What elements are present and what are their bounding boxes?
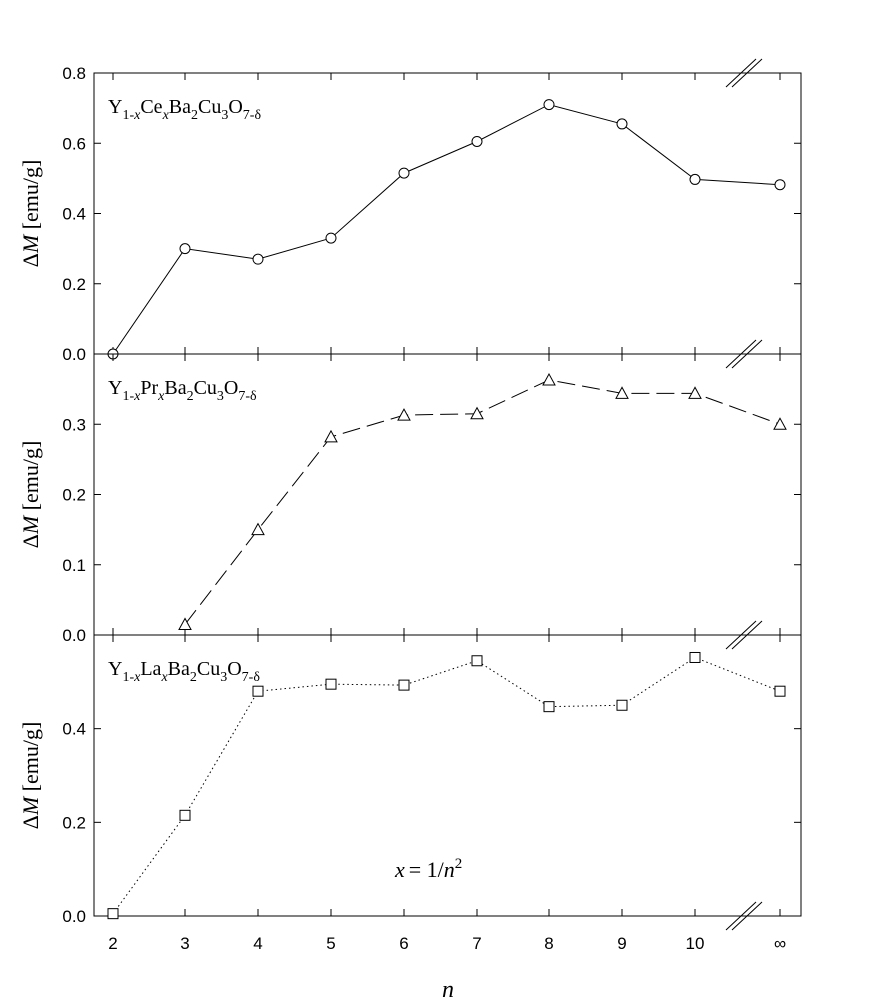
series-line (112, 104, 781, 355)
x-tick-label: 7 (472, 934, 481, 953)
y-tick-label: 0.6 (62, 134, 86, 153)
x-tick-label: 10 (686, 934, 705, 953)
axis-break-mark (731, 339, 763, 369)
plot-layer: 0.0 0.2 0.4 0.6 0.8 ΔM [emu/g] Y1-xCexBa2Cu3O7… (18, 58, 802, 953)
data-point-square (616, 699, 628, 711)
data-point-square (774, 685, 786, 697)
data-point-square (689, 651, 701, 663)
x-tick-label: 4 (253, 934, 262, 953)
data-point-square (398, 679, 410, 691)
y-tick-label: 0.2 (62, 813, 86, 832)
data-point-circle (398, 167, 410, 179)
data-point-triangle (324, 429, 338, 443)
y-axis-label: ΔM [emu/g] (18, 441, 43, 549)
x-tick-label: 5 (326, 934, 335, 953)
data-point-square (179, 809, 191, 821)
axis-break-mark (725, 901, 757, 931)
y-tick-label: 0.4 (62, 205, 86, 224)
y-tick-label: 0.2 (62, 486, 86, 505)
y-axis-label: ΔM [emu/g] (18, 160, 43, 268)
axis-break-mark (725, 620, 757, 650)
data-point-triangle (773, 417, 787, 430)
data-point-circle (252, 253, 264, 265)
y-tick-label: 0.0 (62, 626, 86, 645)
y-tick-label: 0.0 (62, 345, 86, 364)
data-point-square (471, 655, 483, 667)
x-tick-label: 6 (399, 934, 408, 953)
panel-1: 0.0 0.2 0.4 0.6 0.8 ΔM [emu/g] Y1-xCexBa2Cu3O7… (18, 58, 802, 364)
data-point-triangle (251, 522, 265, 536)
panel-3: 0.0 0.2 0.4 ΔM [emu/g] Y1-xLaxBa2Cu3O7-δ (18, 620, 802, 931)
compound-formula-label: Y1-xLaxBa2Cu3O7-δ (108, 658, 260, 685)
x-axis-label: n (442, 977, 454, 1003)
y-tick-label: 0.4 (62, 720, 86, 739)
series-line (112, 656, 781, 914)
data-point-circle (774, 179, 786, 191)
data-point-circle (179, 243, 191, 255)
data-point-circle (689, 173, 701, 185)
x-tick-label: 3 (180, 934, 189, 953)
x-equals-annotation: x = 1/n2 (394, 856, 462, 882)
x-tick-label: 2 (108, 934, 117, 953)
x-tick-label: 9 (617, 934, 626, 953)
data-point-triangle (470, 406, 484, 420)
data-point-triangle (397, 408, 411, 421)
y-axis-label: ΔM [emu/g] (18, 722, 43, 830)
axis-break-mark (725, 58, 757, 88)
series-line (184, 379, 781, 625)
y-tick-label: 0.3 (62, 415, 86, 434)
y-tick-label: 0.1 (62, 556, 86, 575)
data-point-circle (471, 135, 483, 147)
axis-break-mark (725, 339, 757, 369)
data-point-circle (616, 118, 628, 130)
x-tick-label: 8 (544, 934, 553, 953)
axis-break-mark (731, 901, 763, 931)
data-point-triangle (688, 386, 702, 399)
y-tick-label: 0.2 (62, 275, 86, 294)
y-tick-label: 0.8 (62, 64, 86, 83)
data-point-square (325, 678, 337, 690)
axis-break-mark (731, 620, 763, 650)
data-point-triangle (615, 386, 629, 399)
compound-formula-label: Y1-xCexBa2Cu3O7-δ (108, 96, 261, 123)
data-point-square (252, 685, 264, 697)
y-tick-label: 0.0 (62, 907, 86, 926)
data-point-square (107, 908, 119, 920)
data-point-circle (325, 232, 337, 244)
data-point-circle (543, 99, 555, 111)
data-point-square (543, 701, 555, 713)
data-point-triangle (542, 372, 556, 386)
x-tick-label: ∞ (774, 934, 786, 953)
compound-formula-label: Y1-xPrxBa2Cu3O7-δ (108, 377, 257, 404)
panel-2: 0.0 0.1 0.2 0.3 ΔM [emu/g] Y1-xPrxBa2Cu3O7-δ (18, 339, 802, 645)
plot-frame (93, 634, 802, 917)
data-point-triangle (178, 617, 192, 630)
axis-break-mark (731, 58, 763, 88)
